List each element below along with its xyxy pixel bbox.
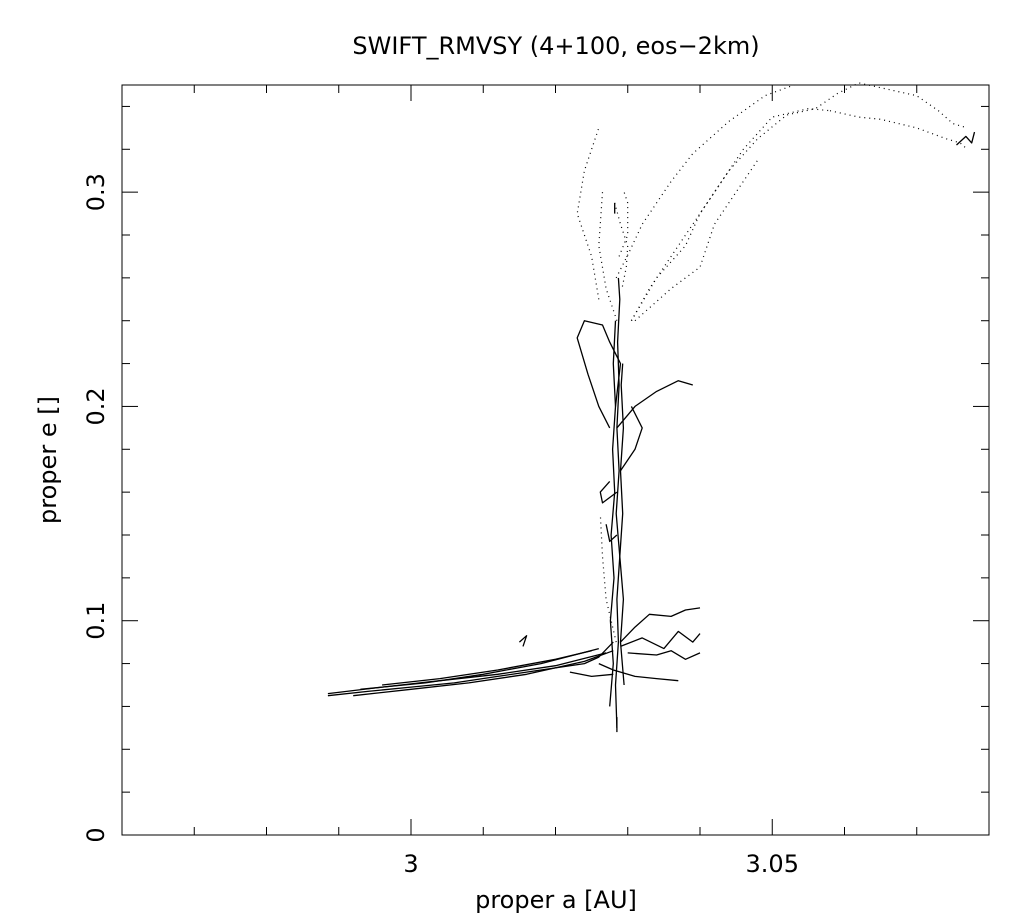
y-tick-label: 0.3 [82, 173, 110, 211]
trajectory-solid-6 [614, 277, 621, 728]
trajectory-dotted-30 [829, 110, 968, 150]
trajectory-dotted-28 [618, 191, 629, 257]
trajectory-dotted-21 [614, 202, 629, 289]
trajectory-solid-4 [382, 650, 592, 686]
trajectory-dotted-23 [630, 82, 968, 321]
trajectory-dotted-29 [599, 513, 617, 643]
trajectory-solid-5 [518, 635, 528, 647]
trajectory-dotted-26 [576, 127, 600, 300]
trajectory-solid-1 [327, 652, 607, 695]
series-group [327, 82, 976, 733]
tick-labels: 3 3.05 0 0.1 0.2 0.3 [82, 173, 799, 878]
x-tick-label: 3.05 [746, 850, 799, 878]
trajectory-solid-8 [619, 363, 625, 686]
x-axis-label: proper a [AU] [475, 886, 637, 914]
y-tick-label: 0.2 [82, 387, 110, 425]
trajectory-dotted-27 [598, 192, 618, 321]
x-tick-label: 3 [403, 850, 418, 878]
trajectory-solid-10 [620, 607, 701, 643]
trajectory-solid-12 [627, 650, 701, 660]
y-axis-label: proper e [] [34, 396, 62, 524]
trajectory-solid-31 [956, 131, 976, 146]
y-tick-label: 0.1 [82, 602, 110, 640]
trajectory-dotted-25 [634, 159, 759, 322]
trajectory-solid-16 [576, 320, 622, 429]
trajectory-solid-19 [605, 524, 618, 543]
y-tick-label: 0 [82, 827, 110, 842]
trajectory-solid-18 [599, 480, 618, 504]
trajectory-solid-15 [616, 380, 693, 429]
trajectory-solid-17 [619, 406, 643, 472]
trajectory-solid-3 [353, 650, 614, 697]
trajectory-solid-0 [327, 641, 614, 697]
trajectory-solid-13 [598, 663, 679, 682]
plot-frame [121, 84, 990, 836]
chart-title: SWIFT_RMVSY (4+100, eos−2km) [352, 32, 759, 60]
trajectory-dotted-22 [615, 84, 795, 279]
trajectory-solid-14 [569, 671, 614, 678]
axis-ticks [121, 85, 990, 836]
trajectory-solid-11 [620, 630, 701, 650]
trajectory-solid-7 [609, 320, 617, 707]
trajectory-dotted-24 [630, 108, 831, 322]
